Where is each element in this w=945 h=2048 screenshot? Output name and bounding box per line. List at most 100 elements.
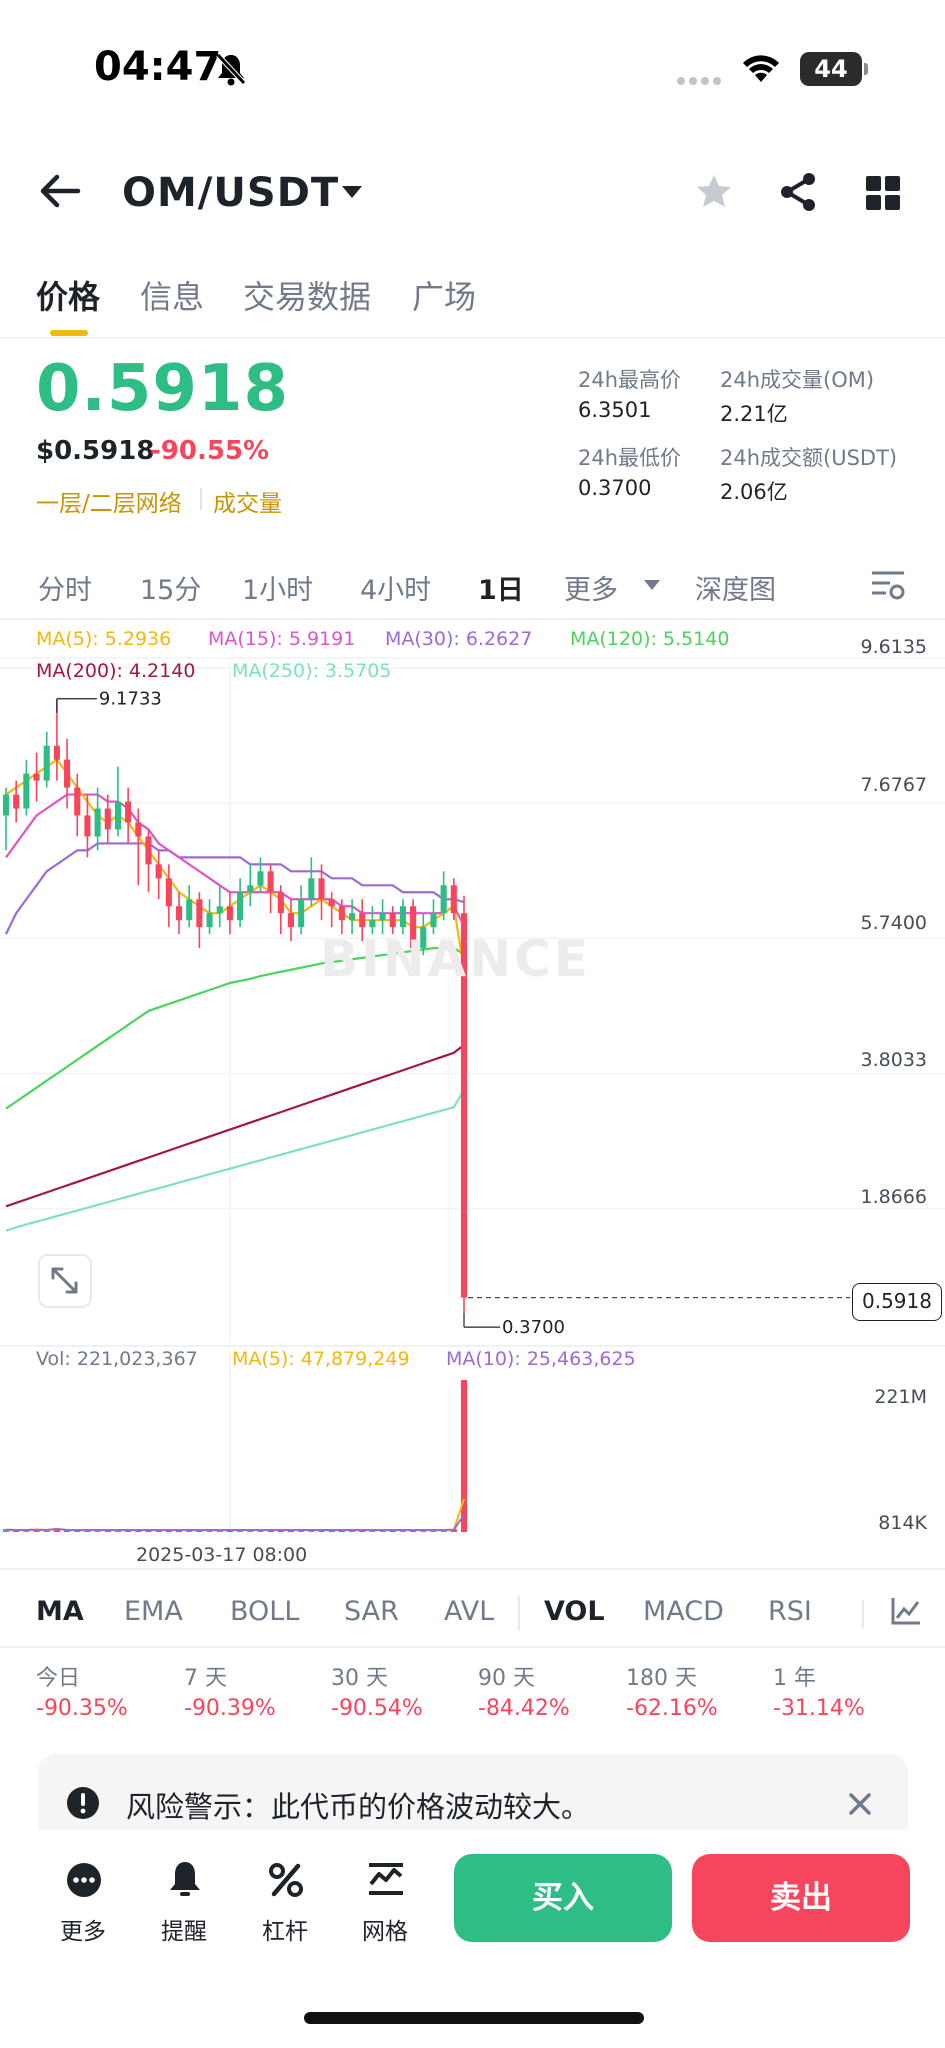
candle-body: [308, 878, 315, 900]
min-price-label: 0.3700: [502, 1317, 565, 1338]
ma-line-ma5: [5, 758, 466, 970]
candle-body: [114, 801, 122, 830]
ma-line-ma200: [5, 1044, 465, 1208]
warning-exclamation-icon: [67, 1787, 99, 1819]
candle-body: [13, 794, 20, 809]
ma200-legend: MA(200): 4.2140: [36, 660, 196, 682]
back-arrow-icon[interactable]: [38, 172, 82, 210]
candle-body: [379, 913, 386, 921]
candle-body: [64, 759, 71, 788]
candle-body: [450, 885, 457, 914]
stat-vol-om-value: 2.21亿: [720, 402, 788, 426]
candle-body: [318, 878, 325, 900]
cellular-signal-icon: [677, 77, 721, 85]
home-indicator: [304, 2012, 644, 2024]
close-icon[interactable]: [848, 1792, 872, 1816]
buy-button[interactable]: 买入: [454, 1854, 672, 1942]
grid-label[interactable]: 网格: [362, 1919, 408, 1945]
candle-body: [53, 745, 60, 760]
candle-body: [359, 913, 366, 928]
favorite-star-icon[interactable]: [694, 172, 734, 212]
expand-chart-button[interactable]: [38, 1254, 92, 1308]
category-tag-layer[interactable]: 一层/二层网络: [36, 491, 182, 517]
tab-trading-data[interactable]: 交易数据: [243, 278, 372, 316]
indicator-avl[interactable]: AVL: [444, 1596, 495, 1627]
ma250-legend: MA(250): 3.5705: [232, 660, 392, 682]
interval-4h[interactable]: 4小时: [360, 575, 432, 606]
kline-chart[interactable]: 9.1733 0.3700: [0, 618, 945, 1343]
candle-body: [420, 927, 427, 949]
indicator-separator: [518, 1596, 520, 1630]
candle-body: [287, 913, 295, 928]
volume-ma5-line: [5, 1498, 465, 1532]
sell-button[interactable]: 卖出: [692, 1854, 910, 1942]
perf-label: 7 天: [184, 1666, 227, 1691]
interval-time[interactable]: 分时: [38, 575, 92, 606]
volume-bar: [460, 1380, 468, 1532]
candle-body: [237, 892, 244, 921]
indicator-vol[interactable]: VOL: [544, 1596, 605, 1627]
interval-more[interactable]: 更多: [564, 575, 618, 606]
volume-divider: [0, 1345, 945, 1347]
y-axis-label: 5.7400: [860, 912, 927, 934]
candle-body: [226, 906, 233, 921]
stat-low-label: 24h最低价: [578, 446, 682, 470]
tabs-divider: [0, 337, 945, 339]
candle-body: [460, 913, 468, 1298]
volume-ma5-legend: MA(5): 47,879,249: [232, 1348, 410, 1370]
chart-settings-icon[interactable]: [870, 568, 906, 602]
alert-label[interactable]: 提醒: [161, 1919, 207, 1945]
indicator-sar[interactable]: SAR: [344, 1596, 399, 1627]
candle-body: [369, 920, 376, 928]
leverage-percent-icon[interactable]: [268, 1862, 304, 1898]
usd-price: $0.5918: [36, 436, 155, 466]
more-label[interactable]: 更多: [60, 1919, 106, 1945]
ma30-legend: MA(30): 6.2627: [385, 628, 533, 650]
tab-info[interactable]: 信息: [140, 278, 205, 316]
trading-pair-title[interactable]: OM/USDT: [122, 170, 340, 216]
tab-square[interactable]: 广场: [412, 278, 477, 316]
interval-divider: [0, 618, 945, 620]
indicator-chart-icon[interactable]: [890, 1596, 922, 1626]
candle-body: [155, 864, 162, 879]
category-tag-volume[interactable]: 成交量: [213, 491, 282, 517]
candle-body: [399, 906, 406, 928]
indicator-divider-bottom: [0, 1646, 945, 1648]
indicator-rsi[interactable]: RSI: [768, 1596, 812, 1627]
candle-body: [135, 822, 142, 837]
share-icon[interactable]: [778, 172, 818, 212]
candle-body: [104, 808, 111, 830]
wifi-icon: [743, 55, 779, 82]
interval-15m[interactable]: 15分: [140, 575, 202, 606]
leverage-label[interactable]: 杠杆: [262, 1919, 308, 1945]
more-dots-icon[interactable]: [66, 1862, 102, 1898]
last-price-marker: 0.5918: [852, 1283, 942, 1321]
ma-line-ma30: [5, 842, 465, 935]
interval-depth[interactable]: 深度图: [695, 575, 776, 606]
indicator-ma[interactable]: MA: [36, 1596, 84, 1627]
stat-high-label: 24h最高价: [578, 368, 682, 392]
candle-body: [196, 899, 203, 928]
apps-grid-icon[interactable]: [866, 176, 900, 210]
perf-label: 30 天: [331, 1666, 388, 1691]
indicator-overflow-edge: [862, 1600, 864, 1628]
stat-vol-usdt-label: 24h成交额(USDT): [720, 446, 898, 470]
ma5-legend: MA(5): 5.2936: [36, 628, 172, 650]
perf-value: -90.54%: [331, 1696, 423, 1721]
tab-price[interactable]: 价格: [36, 278, 101, 316]
more-caret-icon[interactable]: [644, 580, 660, 590]
interval-1h[interactable]: 1小时: [242, 575, 314, 606]
alert-bell-icon[interactable]: [168, 1860, 202, 1898]
grid-bot-icon[interactable]: [368, 1862, 404, 1896]
indicator-macd[interactable]: MACD: [643, 1596, 724, 1627]
pair-dropdown-caret-icon[interactable]: [342, 186, 362, 198]
candle-body: [84, 815, 91, 837]
volume-axis-label: 814K: [878, 1512, 927, 1534]
perf-label: 180 天: [626, 1666, 697, 1691]
indicator-ema[interactable]: EMA: [124, 1596, 183, 1627]
interval-1d[interactable]: 1日: [478, 575, 524, 606]
stat-vol-usdt-value: 2.06亿: [720, 480, 788, 504]
perf-value: -84.42%: [478, 1696, 570, 1721]
ma-line-ma250: [5, 1089, 465, 1232]
indicator-boll[interactable]: BOLL: [230, 1596, 300, 1627]
